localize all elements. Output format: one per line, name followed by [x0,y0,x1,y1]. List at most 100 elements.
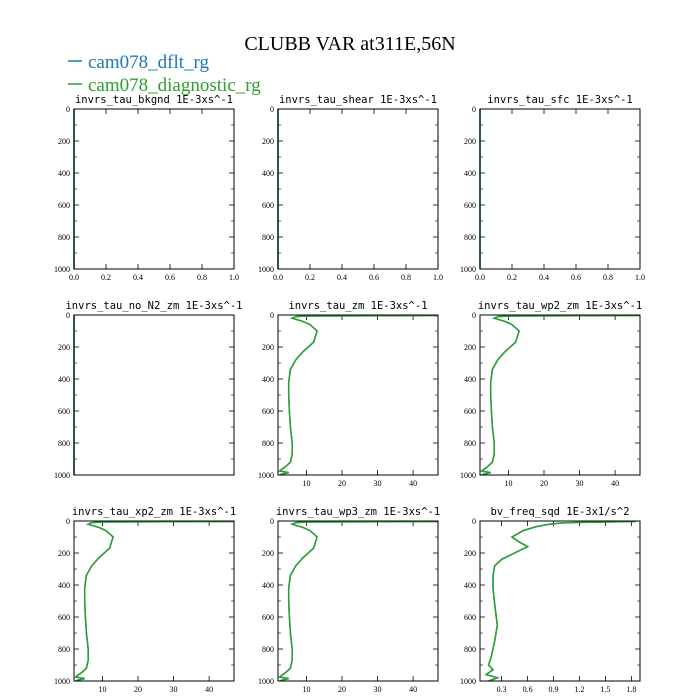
x-tick-label: 0.2 [507,273,517,282]
plot-frame [479,314,641,476]
x-tick-label: 0.0 [475,273,485,282]
plot-frame [479,108,641,270]
y-tick-label: 800 [262,233,274,242]
x-tick-label: 0.6 [523,685,533,694]
y-tick-label: 1000 [460,677,476,686]
series-line-dflt [484,520,636,682]
panel-6: invrs_tau_wp2_zm 1E-3xs^-10 200 400 600 800 1… [460,300,642,488]
y-tick-label: 1000 [258,677,274,686]
y-tick-label: 600 [464,613,476,622]
x-tick-label: 0.4 [539,273,549,282]
y-tick-label: 600 [262,613,274,622]
x-tick-label: 40 [205,685,213,694]
panel-5: invrs_tau_zm 1E-3xs^-1 0 200 400 600 800 1000 1… [258,300,439,488]
x-tick-label: 0.2 [305,273,315,282]
y-tick-label: 1000 [258,471,274,480]
x-tick-label: 20 [540,479,548,488]
x-tick-label: 40 [409,479,417,488]
panel-7: invrs_tau_xp2_zm 1E-3xs^-10 200 400 600 800 1… [54,506,236,694]
x-tick-label: 0.8 [197,273,207,282]
series-line-diagnostic [278,314,439,476]
x-tick-label: 30 [374,479,382,488]
plot-frame [277,108,439,270]
panel-title: bv_freq_sqd 1E-3x1/s^2 [490,506,629,518]
y-tick-label: 0 [66,311,70,320]
x-tick-label: 1.0 [433,273,443,282]
series-line-dflt [278,314,439,476]
y-tick-label: 800 [464,233,476,242]
x-tick-label: 0.4 [337,273,347,282]
y-tick-label: 200 [464,343,476,352]
x-tick-label: 10 [302,479,310,488]
panel-title: invrs_tau_zm 1E-3xs^-1 [288,300,427,312]
legend-label-diagnostic: cam078_diagnostic_rg [88,75,261,96]
y-tick-label: 200 [262,137,274,146]
x-tick-label: 0.6 [369,273,379,282]
panel-title: invrs_tau_sfc 1E-3xs^-1 [487,94,632,106]
panel-8: invrs_tau_wp3_zm 1E-3xs^-10 200 400 600 800 1… [258,506,440,694]
x-tick-label: 0.9 [549,685,559,694]
x-tick-label: 30 [374,685,382,694]
plot-frame [277,520,439,682]
x-tick-label: 20 [338,479,346,488]
x-tick-label: 0.0 [69,273,79,282]
y-tick-label: 400 [262,375,274,384]
y-tick-label: 600 [464,201,476,210]
panel-2: invrs_tau_shear 1E-3xs^-1 0 200 400 600 800 10… [258,94,443,282]
x-tick-label: 0.4 [133,273,143,282]
panel-4: invrs_tau_no_N2_zm 1E-3xs^-10 200 400 600 80… [54,300,243,480]
y-tick-label: 200 [464,137,476,146]
y-tick-label: 800 [464,645,476,654]
y-tick-label: 0 [270,311,274,320]
panel-title: invrs_tau_no_N2_zm 1E-3xs^-1 [65,300,242,312]
plot-frame [479,520,641,682]
x-tick-label: 0.8 [603,273,613,282]
y-tick-label: 0 [270,517,274,526]
y-tick-label: 400 [58,581,70,590]
y-tick-label: 200 [58,137,70,146]
y-tick-label: 0 [270,105,274,114]
x-tick-label: 20 [338,685,346,694]
y-tick-label: 0 [66,105,70,114]
panel-title: invrs_tau_wp3_zm 1E-3xs^-1 [276,506,440,518]
panel-title: invrs_tau_xp2_zm 1E-3xs^-1 [72,506,236,518]
plot-frame [277,314,439,476]
legend-label-dflt: cam078_dflt_rg [88,52,210,73]
legend: cam078_dflt_rg cam078_diagnostic_rg [68,52,261,96]
x-tick-label: 0.6 [165,273,175,282]
panel-title: invrs_tau_wp2_zm 1E-3xs^-1 [478,300,642,312]
y-tick-label: 0 [472,105,476,114]
x-tick-label: 0.6 [571,273,581,282]
y-tick-label: 600 [464,407,476,416]
y-tick-label: 800 [464,439,476,448]
series-line-diagnostic [74,520,235,682]
panel-title: invrs_tau_bkgnd 1E-3xs^-1 [75,94,233,106]
y-tick-label: 600 [58,613,70,622]
x-tick-label: 30 [170,685,178,694]
x-tick-label: 10 [98,685,106,694]
y-tick-label: 200 [58,343,70,352]
y-tick-label: 200 [58,549,70,558]
panel-grid: invrs_tau_bkgnd 1E-3xs^-1020040060080010… [54,94,645,694]
x-tick-label: 30 [576,479,584,488]
x-tick-label: 0.2 [101,273,111,282]
plot-frame [73,520,235,682]
y-tick-label: 400 [464,581,476,590]
y-tick-label: 800 [262,439,274,448]
panel-title: invrs_tau_shear 1E-3xs^-1 [279,94,437,106]
y-tick-label: 600 [262,407,274,416]
y-tick-label: 1000 [54,471,70,480]
panel-1: invrs_tau_bkgnd 1E-3xs^-1 0 200 400 600 800 10… [54,94,239,282]
x-tick-label: 1.0 [635,273,645,282]
y-tick-label: 800 [262,645,274,654]
y-tick-label: 1000 [258,265,274,274]
y-tick-label: 0 [472,311,476,320]
y-tick-label: 600 [262,201,274,210]
y-tick-label: 400 [262,581,274,590]
x-tick-label: 0.3 [497,685,507,694]
figure-title: CLUBB VAR at311E,56N [244,33,455,55]
x-tick-label: 1.2 [574,685,584,694]
plot-frame [73,108,235,270]
plot-frame [73,314,235,476]
